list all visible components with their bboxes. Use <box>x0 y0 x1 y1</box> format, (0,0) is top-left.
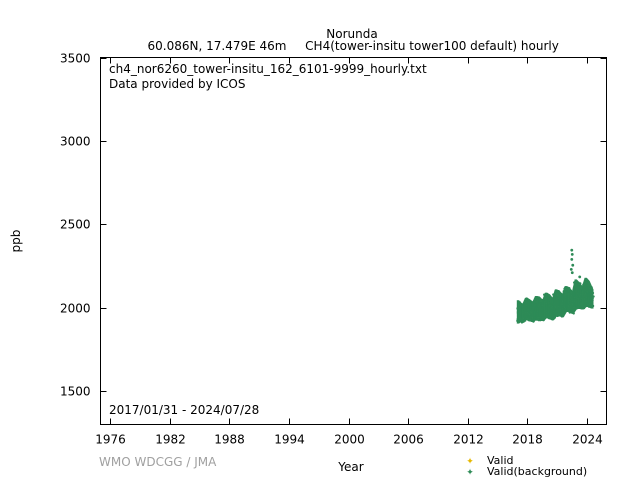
data-point <box>590 301 593 304</box>
x-tick-label: 1976 <box>95 433 126 447</box>
series-description: CH4(tower-insitu tower100 default) hourl… <box>305 39 559 53</box>
y-axis: 1500 2000 2500 3000 3500 <box>60 52 607 399</box>
data-point <box>587 281 590 285</box>
x-axis: 1976 1982 1988 1994 2000 2006 2012 2018 2024 <box>95 57 603 447</box>
legend-valid-marker: ✦ <box>466 457 474 467</box>
data-point-outlier <box>570 257 574 261</box>
x-tick-label: 2012 <box>453 433 484 447</box>
legend-background-label: Valid(background) <box>487 465 587 478</box>
data-point-outlier <box>571 263 575 267</box>
data-point-outlier <box>578 275 582 279</box>
x-tick-label: 1982 <box>155 433 186 447</box>
x-tick-label: 2024 <box>572 433 603 447</box>
y-tick-label: 2000 <box>60 302 91 316</box>
y-axis-title: ppb <box>9 230 23 253</box>
filename-label: ch4_nor6260_tower-insitu_162_6101-9999_h… <box>109 62 427 76</box>
credit-label: WMO WDCGG / JMA <box>99 455 217 469</box>
data-point <box>592 295 595 298</box>
data-point-outlier <box>570 252 574 256</box>
station-title: Norunda <box>326 27 377 41</box>
x-tick-label: 2006 <box>393 433 424 447</box>
y-tick-label: 3000 <box>60 135 91 149</box>
date-range-label: 2017/01/31 - 2024/07/28 <box>109 403 259 417</box>
x-tick-label: 1994 <box>274 433 305 447</box>
x-tick-label: 1988 <box>214 433 245 447</box>
location-label: 60.086N, 17.479E 46m <box>148 39 287 53</box>
x-tick-label: 2018 <box>512 433 543 447</box>
data-point-outlier <box>569 267 573 271</box>
data-point-outlier <box>570 248 574 252</box>
y-tick-label: 2500 <box>60 218 91 232</box>
data-series <box>516 248 595 324</box>
legend-background-marker: ✦ <box>466 468 474 478</box>
y-tick-label: 3500 <box>60 52 91 66</box>
legend-valid-label: Valid <box>487 454 514 467</box>
plot-frame <box>100 57 607 425</box>
x-axis-title: Year <box>337 460 363 474</box>
x-tick-label: 2000 <box>334 433 365 447</box>
data-point <box>590 294 593 297</box>
legend: ✦ Valid ✦ Valid(background) <box>466 454 587 478</box>
series-band-column <box>591 289 594 309</box>
y-tick-label: 1500 <box>60 385 91 399</box>
data-point-outlier <box>570 271 574 275</box>
provider-label: Data provided by ICOS <box>109 77 245 91</box>
